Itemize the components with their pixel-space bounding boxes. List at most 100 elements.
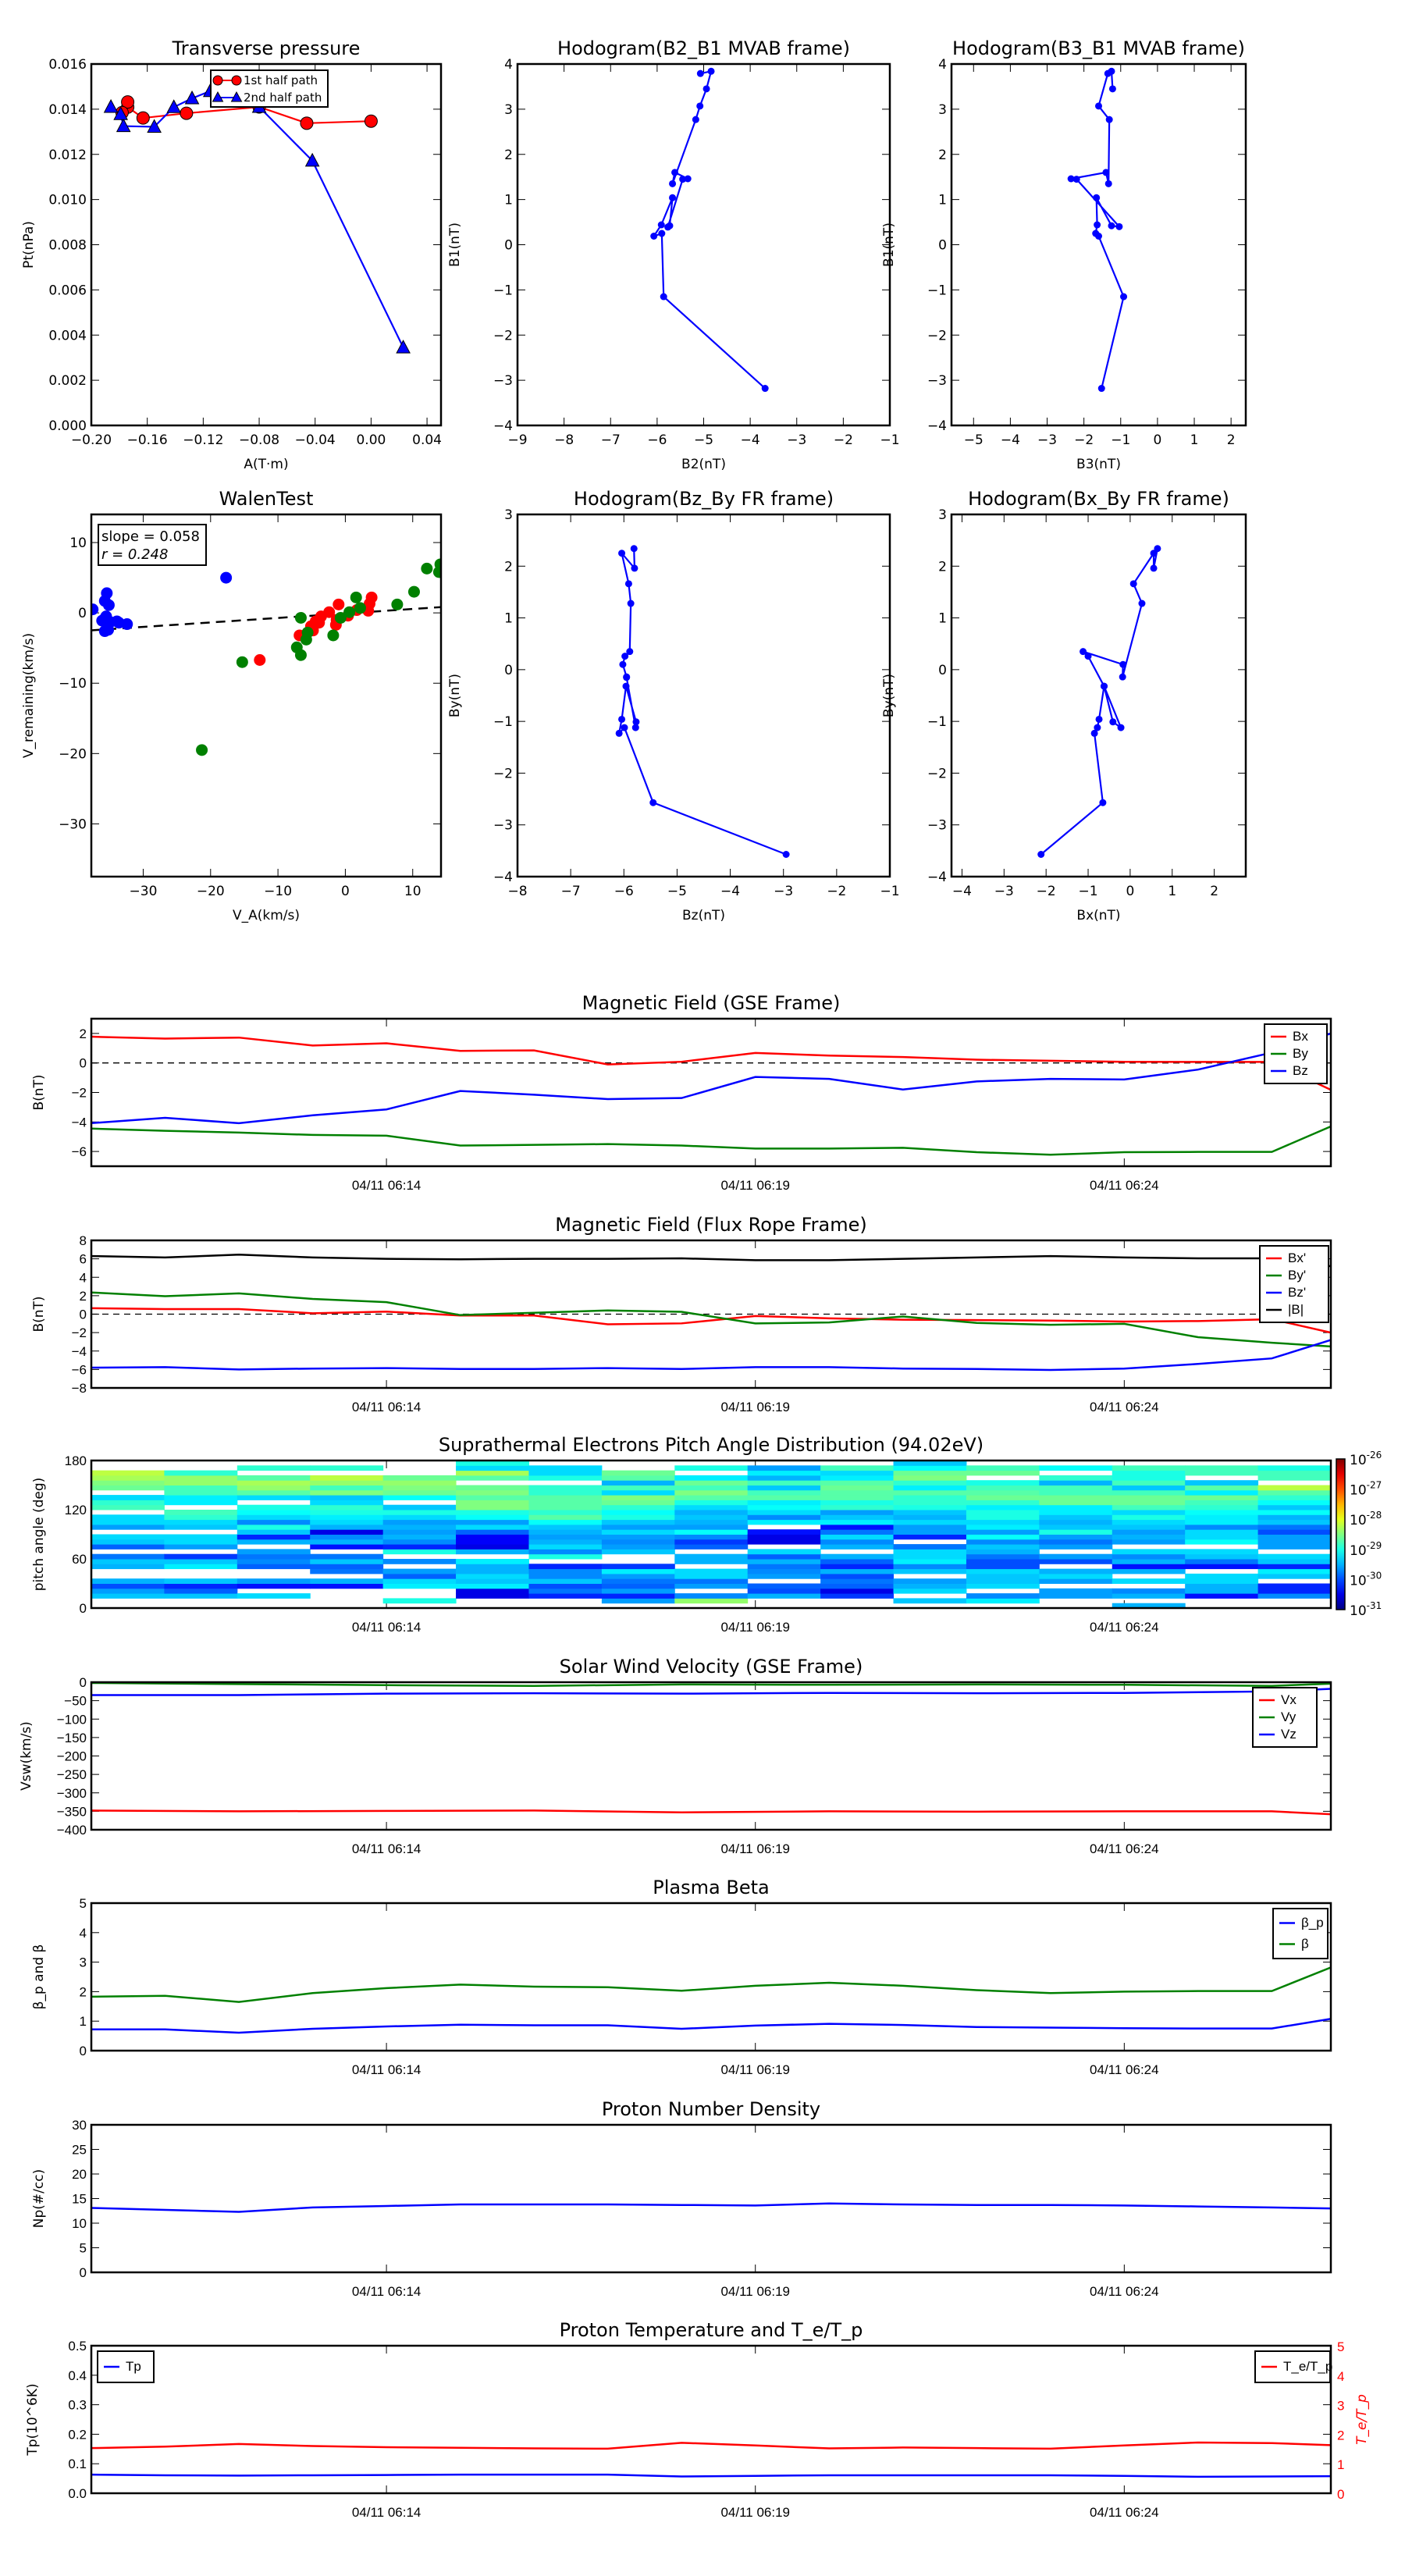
series-line-Bz xyxy=(91,1339,1331,1372)
heatmap-cell xyxy=(1112,1588,1186,1594)
heatmap-cell xyxy=(310,1495,384,1500)
x-tick-label: −3 xyxy=(787,432,806,448)
heatmap-cell xyxy=(966,1564,1040,1570)
x-tick-label: 1 xyxy=(1168,884,1176,899)
data-point xyxy=(650,233,658,240)
heatmap-cell xyxy=(456,1461,529,1466)
legend-label: T_e/T_p xyxy=(1283,2359,1332,2374)
heatmap-cell xyxy=(1039,1529,1113,1535)
plot-frame xyxy=(90,1459,1332,1610)
y-tick-label: 3 xyxy=(938,102,947,118)
x-tick-label: 10 xyxy=(404,884,422,899)
heatmap-cell xyxy=(91,1524,165,1530)
heatmap-cell xyxy=(91,1475,165,1481)
x-tick-label: 04/11 06:24 xyxy=(1090,1841,1159,1856)
y-tick-label: −4 xyxy=(927,870,947,885)
x-tick-label: −1 xyxy=(1079,884,1098,899)
heatmap-cell xyxy=(601,1544,675,1550)
heatmap-cell xyxy=(456,1519,529,1525)
heatmap-cell xyxy=(164,1480,238,1485)
heatmap-cell xyxy=(1039,1475,1113,1481)
heatmap-cell xyxy=(820,1480,895,1485)
x-tick-label: 04/11 06:24 xyxy=(1090,1620,1159,1635)
series-line-Vz xyxy=(91,1688,1331,1696)
data-point xyxy=(621,724,628,731)
legend-label: By xyxy=(1293,1046,1308,1061)
heatmap-cell xyxy=(601,1598,675,1604)
x-tick-label: 1 xyxy=(1190,432,1199,448)
heatmap-cell xyxy=(237,1559,311,1564)
heatmap-cell xyxy=(528,1534,603,1540)
y-tick-label: −1 xyxy=(927,283,947,298)
chart-title: Hodogram(B3_B1 MVAB frame) xyxy=(952,37,1245,59)
heatmap-cell xyxy=(747,1500,821,1506)
colorbar-base: 10 xyxy=(1350,1543,1367,1559)
heatmap-cell xyxy=(747,1489,821,1496)
chart-mag-fr: Magnetic Field (Flux Rope Frame) 04/11 06… xyxy=(31,1214,1332,1414)
chart-hodogram-bz-by: Hodogram(Bz_By FR frame) −8 −7 −6 −5 −4 −3 −2 −1… xyxy=(447,488,900,923)
heatmap-cell xyxy=(91,1578,165,1584)
plot-frame xyxy=(90,2123,1332,2274)
data-point-blue xyxy=(121,618,133,631)
legend-label: Bz' xyxy=(1288,1285,1306,1300)
chart-title: Magnetic Field (GSE Frame) xyxy=(582,992,841,1014)
heatmap-cell xyxy=(91,1519,165,1525)
heatmap-cell xyxy=(820,1475,895,1481)
heatmap-cell xyxy=(91,1470,165,1476)
y-tick-label: −50 xyxy=(64,1694,87,1709)
heatmap-cell xyxy=(1185,1578,1259,1584)
data-point-green xyxy=(391,598,404,610)
x-axis-label: B2(nT) xyxy=(681,457,726,472)
plot-frame xyxy=(90,513,443,878)
data-point xyxy=(121,95,135,109)
data-point xyxy=(1095,102,1102,110)
heatmap-cell xyxy=(382,1475,457,1481)
series-line-B xyxy=(1040,548,1158,856)
heatmap-cell xyxy=(164,1559,238,1564)
plot-frame xyxy=(90,1902,1332,2052)
heatmap-cell xyxy=(1257,1519,1331,1525)
heatmap-cell xyxy=(456,1514,529,1521)
colorbar-tick-label: 10-27 xyxy=(1350,1480,1382,1499)
y-tick-label: 60 xyxy=(72,1552,87,1567)
heatmap-cell xyxy=(456,1485,529,1491)
heatmap-cell xyxy=(966,1524,1040,1530)
y-tick-label: −6 xyxy=(72,1144,87,1159)
heatmap-cell xyxy=(601,1593,675,1599)
heatmap-cell xyxy=(674,1583,749,1589)
data-point xyxy=(669,180,677,187)
heatmap-cell xyxy=(528,1578,603,1584)
series-line-TeTp xyxy=(91,2441,1331,2450)
heatmap-cell xyxy=(528,1583,603,1589)
heatmap-cell xyxy=(528,1573,603,1579)
heatmap-cell xyxy=(820,1593,895,1599)
heatmap-cell xyxy=(966,1485,1040,1491)
series-line-B xyxy=(1070,69,1125,389)
data-point xyxy=(761,385,769,393)
y-tick-label: 1 xyxy=(80,2014,87,2029)
heatmap-cell xyxy=(893,1564,967,1570)
series-line-B xyxy=(617,548,787,856)
heatmap-cell xyxy=(1039,1534,1113,1540)
heatmap-cell xyxy=(1185,1573,1259,1579)
heatmap-cell xyxy=(1185,1553,1259,1560)
heatmap-cell xyxy=(747,1519,821,1525)
heatmap-cell xyxy=(747,1564,821,1570)
heatmap-cell xyxy=(164,1485,238,1491)
chart-title: Hodogram(B2_B1 MVAB frame) xyxy=(557,37,850,59)
series-line-2nd-half-path xyxy=(110,90,404,348)
heatmap-cell xyxy=(820,1568,895,1574)
series-line-p xyxy=(91,2017,1331,2034)
heatmap-cell xyxy=(893,1504,967,1510)
heatmap-cell xyxy=(528,1504,603,1510)
heatmap-cell xyxy=(893,1480,967,1485)
heatmap-cell xyxy=(310,1559,384,1564)
y-tick-label: 15 xyxy=(72,2192,87,2207)
heatmap-cell xyxy=(91,1583,165,1589)
data-point xyxy=(664,223,672,231)
heatmap-cell xyxy=(91,1495,165,1500)
data-point xyxy=(166,99,182,113)
heatmap-cell xyxy=(1039,1519,1113,1525)
y-tick-label: −200 xyxy=(57,1749,87,1764)
